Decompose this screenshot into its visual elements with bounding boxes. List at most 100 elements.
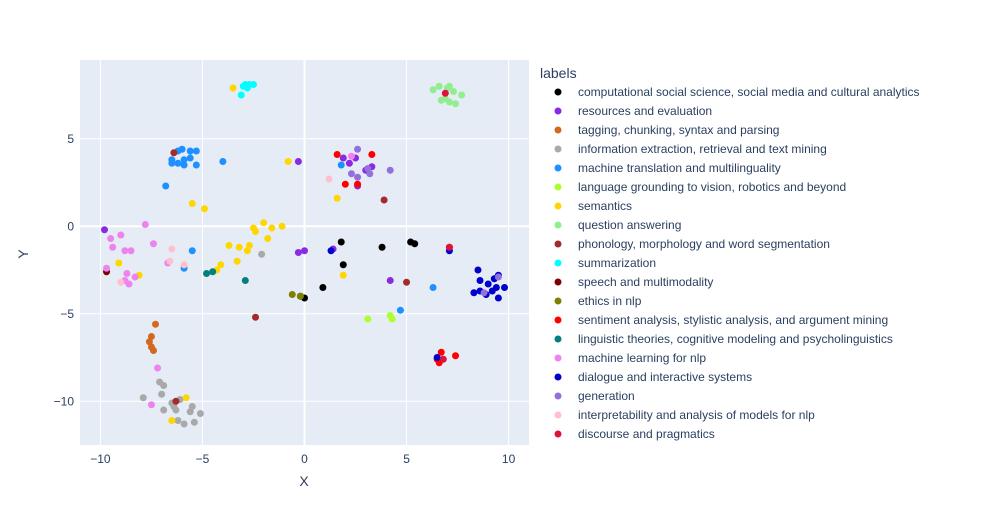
data-point bbox=[386, 166, 394, 174]
data-point bbox=[160, 406, 168, 414]
data-point bbox=[354, 173, 362, 181]
data-point bbox=[339, 271, 347, 279]
data-point bbox=[168, 159, 176, 167]
legend-item-label: linguistic theories, cognitive modeling … bbox=[578, 332, 893, 346]
y-tick-label: 5 bbox=[67, 132, 74, 146]
data-point bbox=[452, 100, 460, 108]
data-point bbox=[203, 270, 211, 277]
legend-item-label: information extraction, retrieval and te… bbox=[578, 142, 827, 156]
data-point bbox=[368, 151, 376, 158]
legend-item-label: speech and multimodality bbox=[578, 275, 713, 289]
data-point bbox=[174, 417, 182, 424]
legend: computational social science, social med… bbox=[554, 85, 920, 441]
x-tick-label: −10 bbox=[90, 452, 111, 466]
legend-item-label: machine learning for nlp bbox=[578, 351, 706, 365]
data-point bbox=[180, 420, 188, 428]
data-point bbox=[178, 145, 186, 153]
data-point bbox=[268, 224, 276, 232]
legend-marker bbox=[554, 354, 562, 362]
legend-marker bbox=[554, 411, 562, 419]
data-point bbox=[233, 257, 241, 265]
data-point bbox=[364, 315, 372, 323]
data-point bbox=[411, 240, 419, 248]
legend-marker bbox=[554, 88, 562, 96]
data-point bbox=[364, 165, 372, 172]
legend-item-label: semantics bbox=[578, 199, 632, 213]
legend-item-label: discourse and pragmatics bbox=[578, 427, 715, 441]
legend-item-label: dialogue and interactive systems bbox=[578, 370, 752, 384]
data-point bbox=[145, 338, 153, 346]
data-point bbox=[158, 390, 166, 398]
data-point bbox=[188, 200, 196, 207]
data-point bbox=[294, 158, 302, 165]
data-point bbox=[186, 154, 194, 162]
data-point bbox=[149, 240, 157, 248]
data-point bbox=[170, 403, 178, 410]
data-point bbox=[188, 247, 196, 255]
x-tick-label: 5 bbox=[403, 452, 410, 466]
data-point bbox=[117, 231, 125, 239]
data-point bbox=[333, 194, 341, 202]
data-point bbox=[452, 352, 460, 360]
data-point bbox=[192, 147, 200, 155]
legend-marker bbox=[554, 316, 562, 324]
data-point bbox=[172, 397, 180, 405]
data-point bbox=[125, 280, 133, 288]
data-point bbox=[225, 242, 233, 249]
data-point bbox=[296, 292, 304, 300]
data-point bbox=[243, 247, 251, 255]
data-point bbox=[380, 196, 388, 204]
data-point bbox=[229, 84, 237, 92]
data-point bbox=[180, 261, 188, 269]
x-tick-label: 10 bbox=[502, 452, 516, 466]
data-point bbox=[103, 264, 111, 272]
x-axis-title: X bbox=[299, 473, 309, 489]
legend-marker bbox=[554, 278, 562, 286]
data-point bbox=[241, 277, 249, 284]
data-point bbox=[260, 219, 268, 227]
data-point bbox=[168, 245, 176, 253]
y-tick-label: −5 bbox=[60, 307, 74, 321]
data-point bbox=[245, 242, 253, 249]
data-point bbox=[347, 152, 355, 160]
legend-marker bbox=[554, 240, 562, 248]
legend-marker bbox=[554, 259, 562, 267]
data-point bbox=[200, 205, 208, 213]
data-point bbox=[154, 364, 162, 372]
data-point bbox=[445, 98, 453, 106]
legend-marker bbox=[554, 145, 562, 153]
legend-marker bbox=[554, 297, 562, 305]
data-point bbox=[168, 417, 176, 424]
data-point bbox=[217, 261, 225, 269]
data-point bbox=[237, 91, 245, 99]
data-point bbox=[443, 84, 451, 92]
data-point bbox=[258, 250, 266, 258]
data-point bbox=[243, 84, 251, 92]
legend-marker bbox=[554, 126, 562, 134]
data-point bbox=[188, 403, 196, 410]
y-tick-label: −10 bbox=[54, 394, 75, 408]
data-point bbox=[186, 408, 194, 416]
data-point bbox=[339, 261, 347, 269]
data-point bbox=[278, 222, 286, 230]
data-point bbox=[284, 158, 292, 165]
data-point bbox=[180, 156, 188, 164]
legend-marker bbox=[554, 392, 562, 400]
data-point bbox=[470, 289, 478, 297]
y-tick-label: 0 bbox=[67, 219, 74, 233]
legend-marker bbox=[554, 335, 562, 343]
data-point bbox=[170, 149, 178, 157]
data-point bbox=[378, 243, 386, 251]
data-point bbox=[249, 81, 257, 88]
data-point bbox=[337, 238, 345, 246]
data-point bbox=[115, 259, 123, 267]
x-tick-label: −5 bbox=[196, 452, 210, 466]
data-point bbox=[301, 247, 308, 255]
data-point bbox=[264, 235, 272, 242]
data-point bbox=[345, 159, 353, 167]
data-point bbox=[433, 354, 441, 361]
data-point bbox=[325, 175, 333, 183]
data-point bbox=[192, 161, 200, 169]
legend-item-label: tagging, chunking, syntax and parsing bbox=[578, 123, 779, 137]
